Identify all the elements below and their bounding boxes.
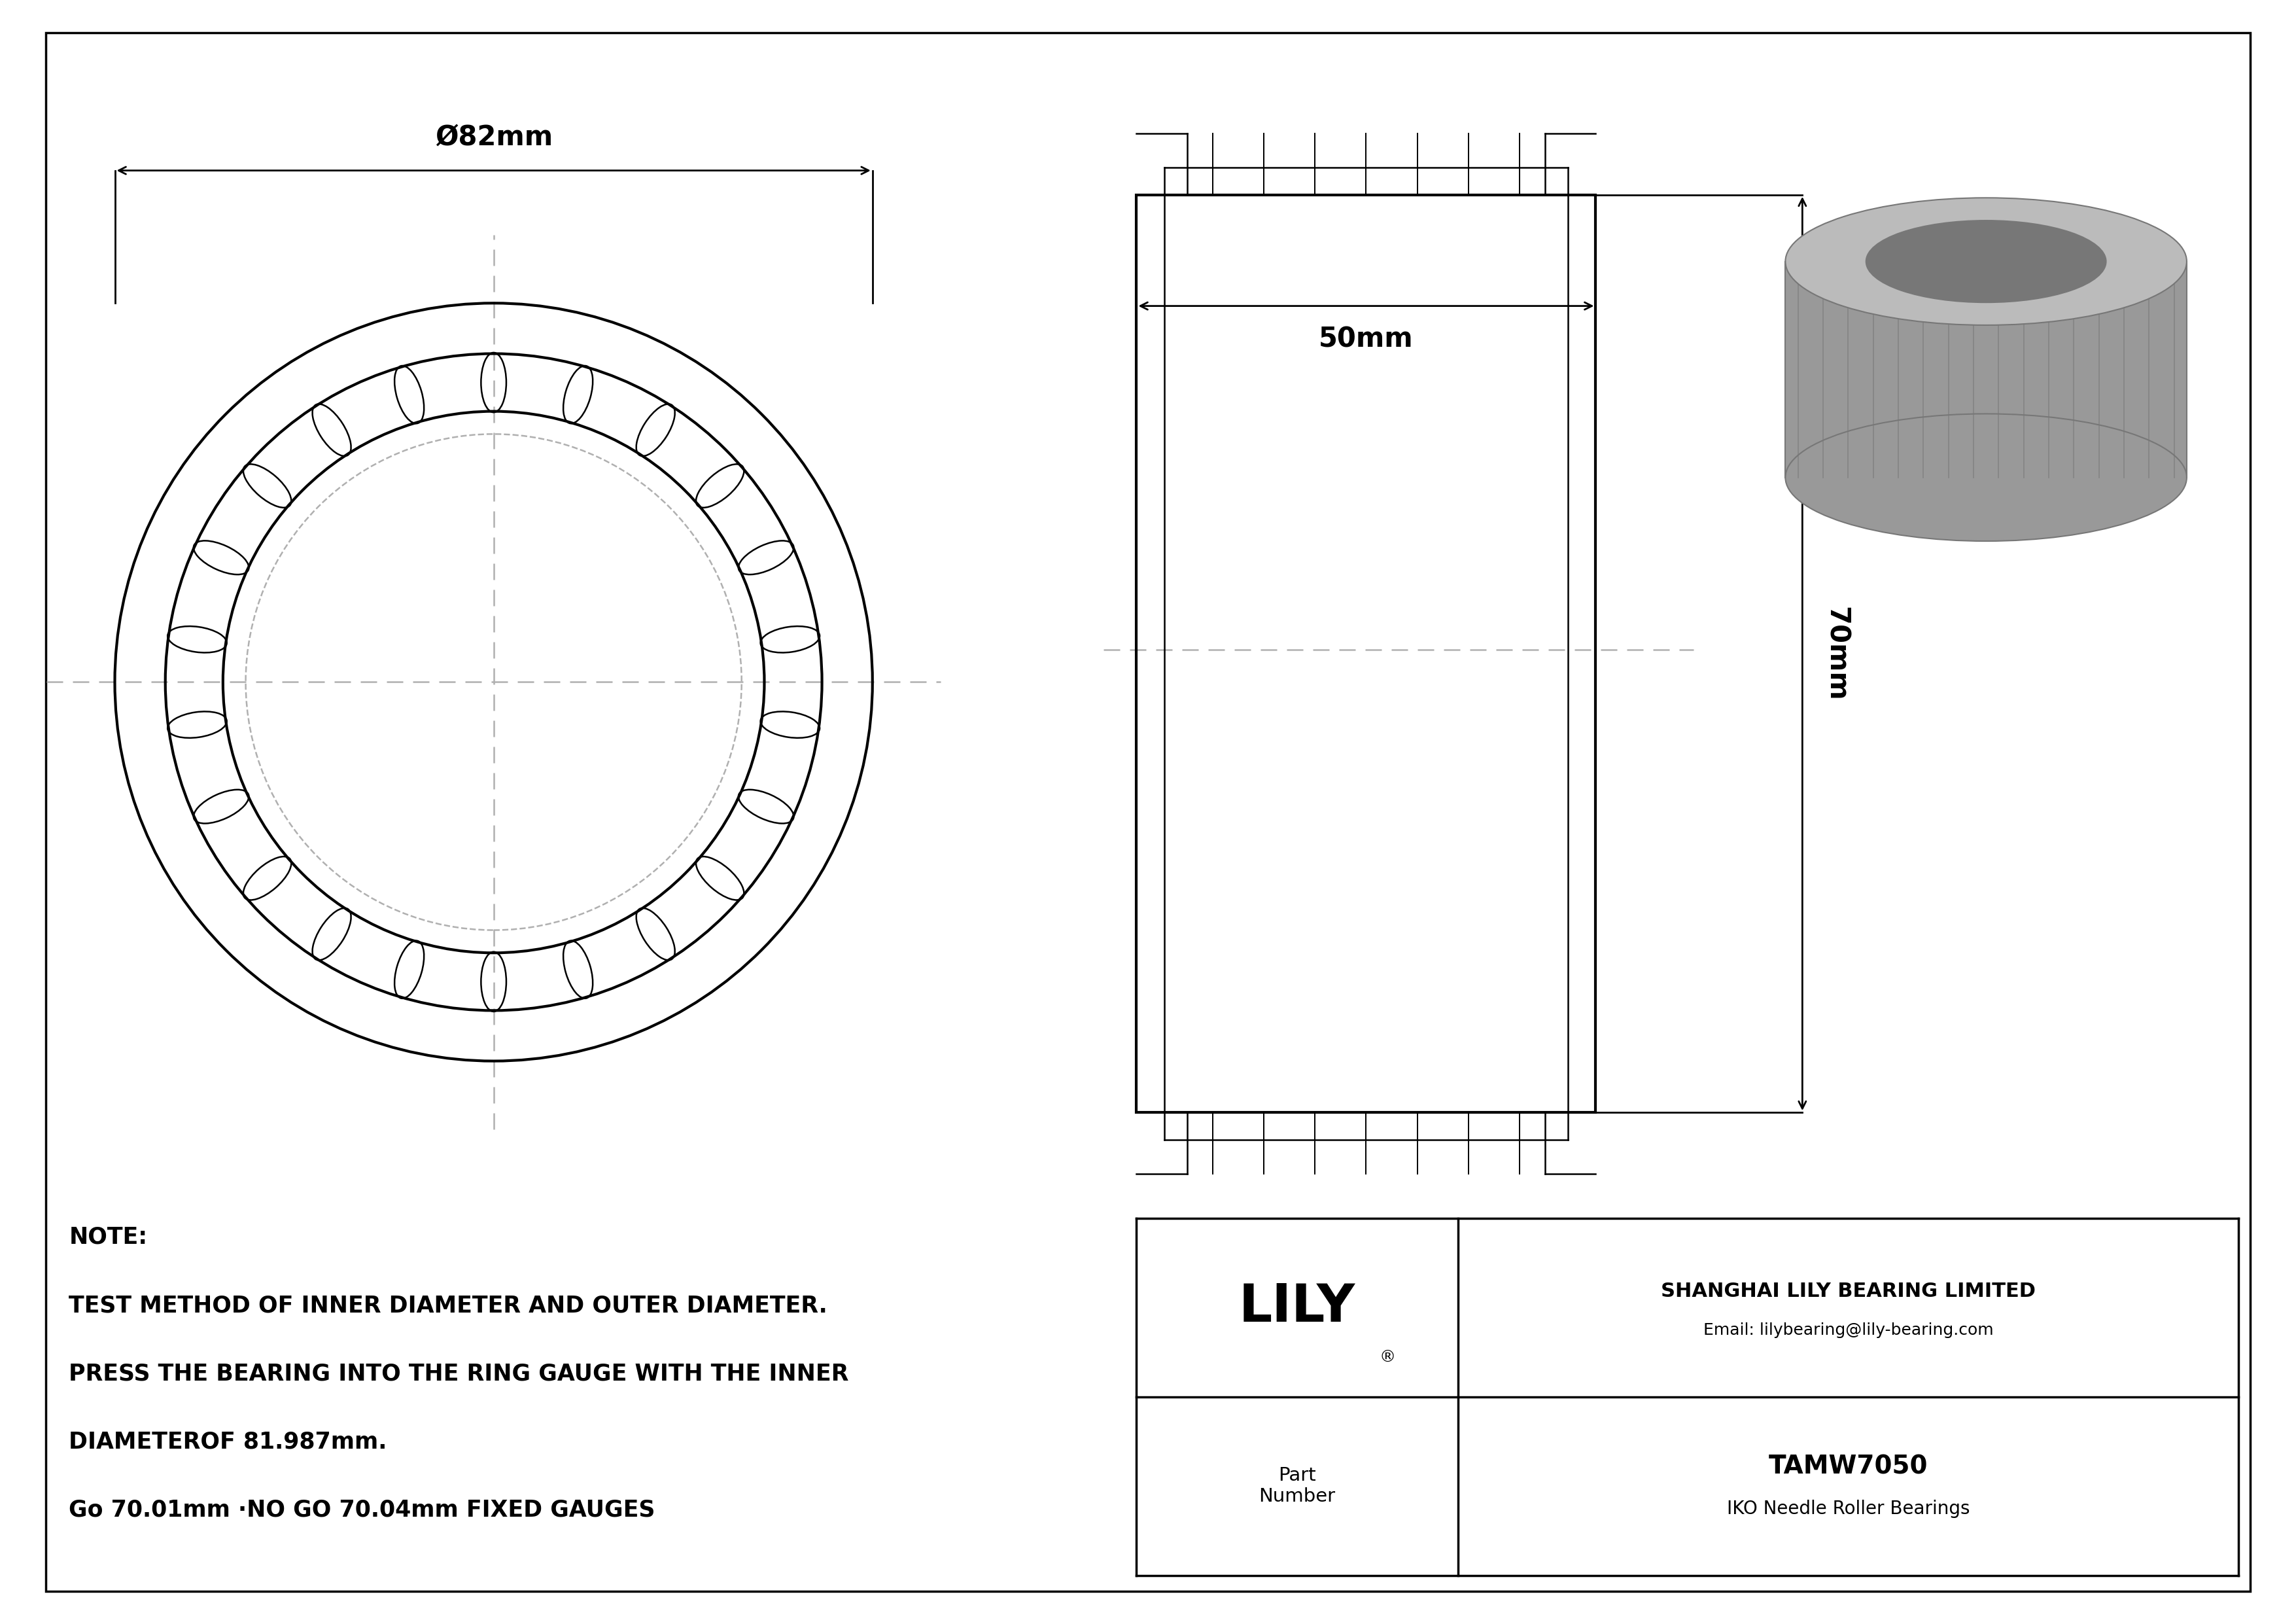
Polygon shape <box>1786 261 2186 477</box>
Text: Email: lilybearing@lily-bearing.com: Email: lilybearing@lily-bearing.com <box>1704 1322 1993 1338</box>
Text: ®: ® <box>1380 1350 1396 1366</box>
Text: Part
Number: Part Number <box>1258 1466 1336 1505</box>
Ellipse shape <box>1867 221 2105 302</box>
Text: TEST METHOD OF INNER DIAMETER AND OUTER DIAMETER.: TEST METHOD OF INNER DIAMETER AND OUTER … <box>69 1294 827 1317</box>
Text: SHANGHAI LILY BEARING LIMITED: SHANGHAI LILY BEARING LIMITED <box>1660 1281 2037 1301</box>
Text: PRESS THE BEARING INTO THE RING GAUGE WITH THE INNER: PRESS THE BEARING INTO THE RING GAUGE WI… <box>69 1363 850 1385</box>
Text: DIAMETEROF 81.987mm.: DIAMETEROF 81.987mm. <box>69 1431 388 1453</box>
Text: Go 70.01mm ·NO GO 70.04mm FIXED GAUGES: Go 70.01mm ·NO GO 70.04mm FIXED GAUGES <box>69 1499 654 1522</box>
Text: Ø82mm: Ø82mm <box>434 123 553 151</box>
Text: IKO Needle Roller Bearings: IKO Needle Roller Bearings <box>1727 1499 1970 1518</box>
Ellipse shape <box>1786 198 2186 325</box>
Text: NOTE:: NOTE: <box>69 1226 147 1249</box>
Text: 70mm: 70mm <box>1823 606 1851 702</box>
Text: LILY: LILY <box>1240 1281 1355 1333</box>
Text: 50mm: 50mm <box>1318 325 1414 352</box>
Ellipse shape <box>1786 414 2186 541</box>
Text: TAMW7050: TAMW7050 <box>1768 1453 1929 1479</box>
